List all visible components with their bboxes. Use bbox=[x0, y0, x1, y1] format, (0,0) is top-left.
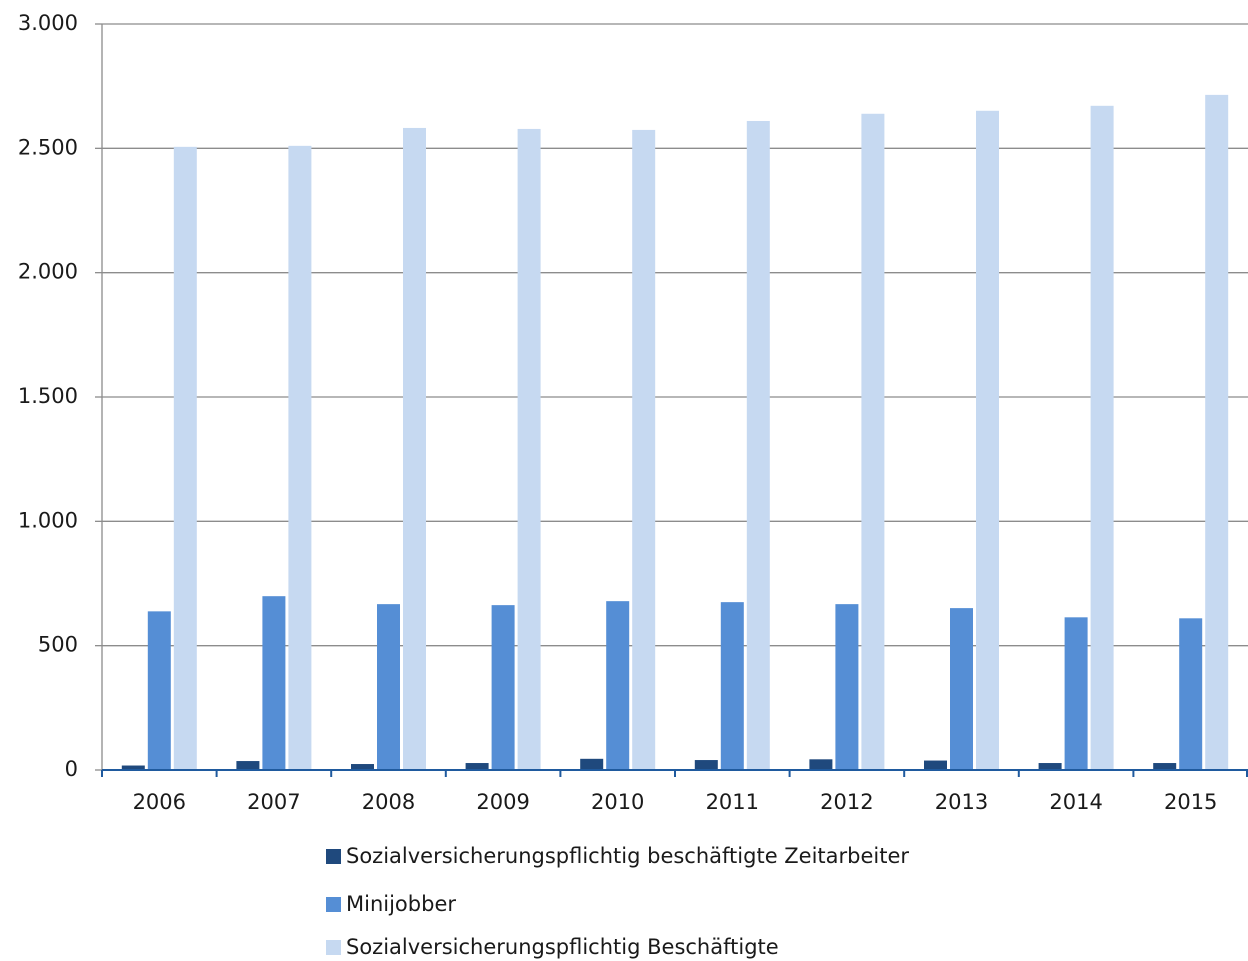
y-tick-label: 2.500 bbox=[18, 135, 78, 159]
bar bbox=[606, 601, 630, 770]
bar bbox=[403, 127, 426, 770]
bar bbox=[632, 129, 656, 770]
x-tick-label: 2010 bbox=[591, 790, 644, 814]
legend-label: Minijobber bbox=[346, 892, 456, 916]
bar bbox=[694, 760, 718, 770]
bar bbox=[147, 611, 171, 770]
bar bbox=[1205, 94, 1229, 771]
bar bbox=[1038, 763, 1062, 770]
bar bbox=[491, 605, 515, 770]
bar bbox=[173, 146, 197, 771]
x-tick-label: 2015 bbox=[1164, 790, 1217, 814]
y-tick-label: 1.500 bbox=[18, 384, 78, 408]
legend-swatch bbox=[326, 849, 341, 864]
bar bbox=[1153, 763, 1177, 770]
x-tick-label: 2007 bbox=[247, 790, 300, 814]
bar bbox=[1179, 618, 1203, 770]
bar bbox=[976, 110, 999, 770]
y-tick-label: 1.000 bbox=[18, 508, 78, 532]
bar bbox=[835, 604, 859, 770]
bar bbox=[809, 759, 833, 770]
x-tick-label: 2014 bbox=[1049, 790, 1102, 814]
x-tick-label: 2011 bbox=[706, 790, 759, 814]
bar bbox=[288, 145, 312, 770]
bar bbox=[262, 596, 286, 770]
y-tick-label: 0 bbox=[65, 757, 78, 781]
bar bbox=[861, 113, 885, 770]
bar bbox=[580, 758, 604, 770]
bar bbox=[1090, 105, 1114, 770]
x-tick-label: 2013 bbox=[935, 790, 988, 814]
bar bbox=[121, 765, 145, 770]
bar bbox=[746, 120, 770, 771]
bar bbox=[517, 128, 541, 771]
x-tick-label: 2008 bbox=[362, 790, 415, 814]
x-tick-label: 2012 bbox=[820, 790, 873, 814]
bar bbox=[924, 760, 947, 770]
bar bbox=[351, 764, 374, 770]
x-tick-label: 2006 bbox=[133, 790, 186, 814]
y-tick-label: 2.000 bbox=[18, 260, 78, 284]
bar bbox=[720, 602, 744, 770]
x-tick-label: 2009 bbox=[476, 790, 529, 814]
bar bbox=[1064, 617, 1088, 770]
legend-label: Sozialversicherungspflichtig Beschäftigt… bbox=[346, 935, 779, 959]
y-tick-label: 3.000 bbox=[18, 11, 78, 35]
bar bbox=[465, 763, 489, 770]
legend-swatch bbox=[326, 897, 341, 912]
bar bbox=[377, 604, 400, 770]
legend-label: Sozialversicherungspflichtig beschäftigt… bbox=[346, 844, 909, 868]
bar bbox=[950, 608, 973, 770]
legend-swatch bbox=[326, 940, 341, 955]
y-tick-label: 500 bbox=[38, 633, 78, 657]
bar bbox=[236, 761, 260, 770]
